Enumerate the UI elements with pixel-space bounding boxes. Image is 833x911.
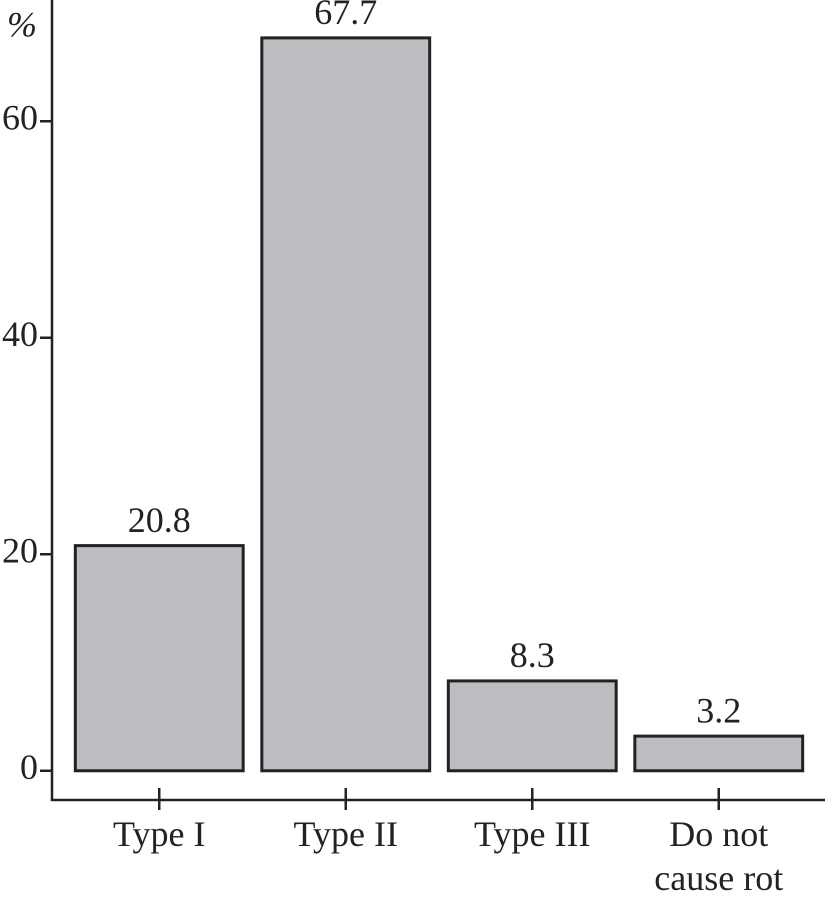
x-tick-label: Do not cause rot (654, 814, 784, 898)
value-label: 67.7 (314, 0, 377, 32)
bar (633, 734, 805, 773)
bar (260, 36, 432, 773)
x-tick-label: Type I (113, 814, 206, 854)
y-tick-label: 60 (2, 98, 38, 138)
x-tick-label: Type II (293, 814, 398, 854)
y-tick-label: 0 (20, 747, 38, 787)
y-tick-label: 40 (2, 314, 38, 354)
y-axis-label: % (7, 4, 37, 44)
bar (446, 679, 618, 773)
value-label: 8.3 (510, 635, 555, 675)
bar (73, 544, 245, 773)
y-tick-label: 20 (2, 531, 38, 571)
value-label: 20.8 (128, 500, 191, 540)
value-label: 3.2 (696, 690, 741, 730)
x-tick-label: Type III (474, 814, 591, 854)
